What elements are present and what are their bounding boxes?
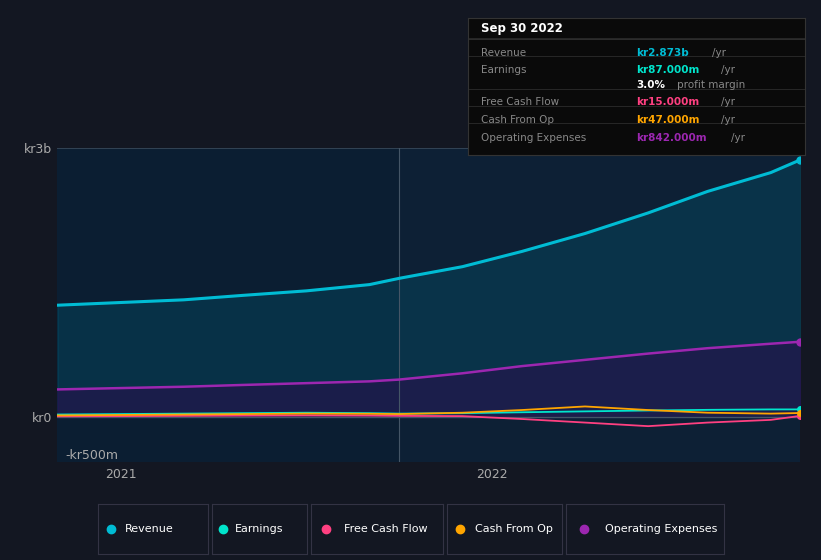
Text: kr87.000m: kr87.000m [636,66,699,75]
Text: kr842.000m: kr842.000m [636,133,707,143]
Text: kr47.000m: kr47.000m [636,115,700,124]
Text: Free Cash Flow: Free Cash Flow [481,97,560,108]
Text: kr2.873b: kr2.873b [636,48,690,58]
Text: /yr: /yr [722,66,736,75]
Text: Cash From Op: Cash From Op [475,524,553,534]
Text: Operating Expenses: Operating Expenses [605,524,718,534]
Text: /yr: /yr [722,97,736,108]
Text: Operating Expenses: Operating Expenses [481,133,587,143]
Text: -kr500m: -kr500m [65,449,118,462]
Text: Earnings: Earnings [236,524,284,534]
Text: Revenue: Revenue [481,48,526,58]
Text: /yr: /yr [712,48,726,58]
Text: Sep 30 2022: Sep 30 2022 [481,22,563,35]
Text: /yr: /yr [722,115,736,124]
Text: 3.0%: 3.0% [636,80,666,90]
Text: profit margin: profit margin [677,80,745,90]
Bar [57,148,399,462]
Text: Free Cash Flow: Free Cash Flow [343,524,427,534]
Text: kr15.000m: kr15.000m [636,97,699,108]
Text: Earnings: Earnings [481,66,527,75]
Text: Revenue: Revenue [125,524,174,534]
Text: Cash From Op: Cash From Op [481,115,554,124]
Text: /yr: /yr [731,133,745,143]
